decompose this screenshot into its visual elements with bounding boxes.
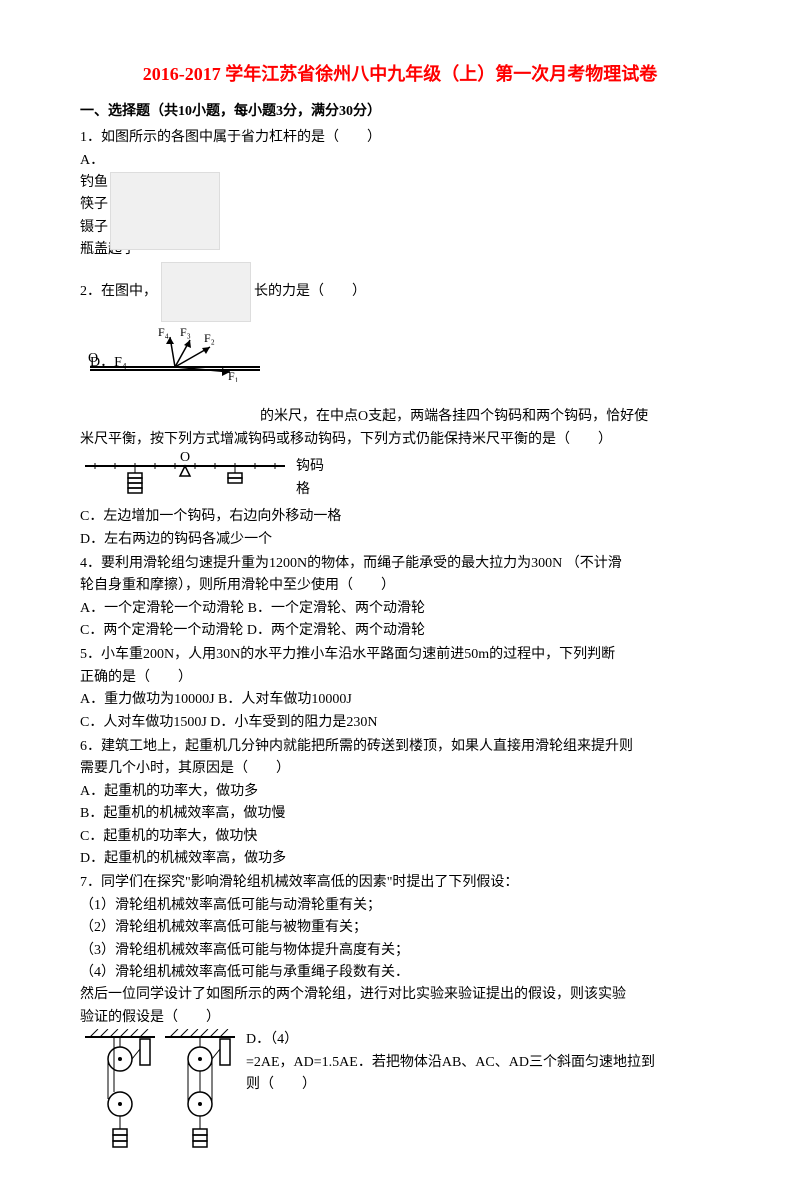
q3-label-b: 格 (296, 479, 324, 501)
q2-force-diagram: O F₄ F₃ F₂ F₁ D．F₄ (80, 322, 720, 404)
q4-stem1: 4．要利用滑轮组匀速提升重为1200N的物体，而绳子能承受的最大拉力为300N … (80, 553, 720, 575)
q3-label-a: 钩码 (296, 456, 324, 478)
q4-AB: A．一个定滑轮一个动滑轮 B．一个定滑轮、两个动滑轮 (80, 598, 720, 620)
q7-tail1: 然后一位同学设计了如图所示的两个滑轮组，进行对比实验来验证提出的假设，则该实验 (80, 984, 720, 1006)
q3-stem1: 的米尺，在中点O支起，两端各挂四个钩码和两个钩码，恰好使 (80, 406, 720, 428)
question-3: 的米尺，在中点O支起，两端各挂四个钩码和两个钩码，恰好使 米尺平衡，按下列方式增… (80, 406, 720, 551)
q3-C: C．左边增加一个钩码，右边向外移动一格 (80, 506, 720, 528)
pulley-diagram-1 (80, 1029, 160, 1159)
q7-stem: 7．同学们在探究"影响滑轮组机械效率高低的因素"时提出了下列假设： (80, 872, 720, 894)
q3-balance-diagram: O 钩码 格 (80, 451, 720, 506)
q1-stem: 1．如图所示的各图中属于省力杠杆的是（ ） (80, 127, 720, 149)
q3-stem2: 米尺平衡，按下列方式增减钩码或移动钩码，下列方式仍能保持米尺平衡的是（ ） (80, 429, 720, 451)
q7-tail2: 验证的假设是（ ） (80, 1007, 720, 1029)
section-header: 一、选择题（共10小题，每小题3分，满分30分） (80, 101, 720, 123)
svg-text:F₄: F₄ (158, 325, 169, 339)
q1-A: A． (80, 150, 720, 172)
question-4: 4．要利用滑轮组匀速提升重为1200N的物体，而绳子能承受的最大拉力为300N … (80, 553, 720, 643)
q3-D: D．左右两边的钩码各减少一个 (80, 529, 720, 551)
q7-D: D．（4） (246, 1029, 655, 1051)
q1-tool-image (110, 172, 220, 250)
q2-stem-prefix: 2．在图中， (80, 284, 157, 299)
q2-D: D．F₄ (90, 355, 127, 370)
q6-stem1: 6．建筑工地上，起重机几分钟内就能把所需的砖送到楼顶，如果人直接用滑轮组来提升则 (80, 736, 720, 758)
question-2: 2．在图中， 长的力是（ ） O F₄ F₃ F₂ F₁ D．F₄ (80, 262, 720, 404)
pulley-diagram-2 (160, 1029, 240, 1159)
q5-stem1: 5．小车重200N，人用30N的水平力推小车沿水平路面匀速前进50m的过程中，下… (80, 644, 720, 666)
svg-text:F₁: F₁ (228, 369, 239, 382)
question-7: 7．同学们在探究"影响滑轮组机械效率高低的因素"时提出了下列假设： （1）滑轮组… (80, 872, 720, 1159)
q6-B: B．起重机的机械效率高，做功慢 (80, 803, 720, 825)
q5-AB: A．重力做功为10000J B．人对车做功10000J (80, 689, 720, 711)
q5-CD: C．人对车做功1500J D．小车受到的阻力是230N (80, 712, 720, 734)
q7-pulley-diagram-row: D．（4） =2AE，AD=1.5AE．若把物体沿AB、AC、AD三个斜面匀速地… (80, 1029, 720, 1159)
question-5: 5．小车重200N，人用30N的水平力推小车沿水平路面匀速前进50m的过程中，下… (80, 644, 720, 734)
svg-text:O: O (180, 451, 190, 465)
q4-stem2: 轮自身重和摩擦），则所用滑轮中至少使用（ ） (80, 575, 720, 597)
q5-stem2: 正确的是（ ） (80, 667, 720, 689)
q8-line1: =2AE，AD=1.5AE．若把物体沿AB、AC、AD三个斜面匀速地拉到 (246, 1052, 655, 1074)
q2-stem: 2．在图中， 长的力是（ ） (80, 262, 720, 322)
q6-stem2: 需要几个小时，其原因是（ ） (80, 758, 720, 780)
question-1: 1．如图所示的各图中属于省力杠杆的是（ ） A． 钓鱼 筷子 镊子 瓶盖起子 (80, 127, 720, 260)
q2-inline-image (161, 262, 251, 322)
q7-h3: （3）滑轮组机械效率高低可能与物体提升高度有关； (80, 940, 720, 962)
q6-D: D．起重机的机械效率高，做功多 (80, 848, 720, 870)
question-6: 6．建筑工地上，起重机几分钟内就能把所需的砖送到楼顶，如果人直接用滑轮组来提升则… (80, 736, 720, 870)
q2-stem-suffix: 长的力是（ ） (254, 284, 366, 299)
svg-text:F₃: F₃ (180, 325, 191, 339)
q8-line2: 则（ ） (246, 1074, 655, 1096)
q1-images-row: 钓鱼 筷子 镊子 瓶盖起子 (80, 172, 720, 260)
q7-h2: （2）滑轮组机械效率高低可能与被物重有关； (80, 917, 720, 939)
exam-title: 2016-2017 学年江苏省徐州八中九年级（上）第一次月考物理试卷 (80, 60, 720, 89)
svg-text:F₂: F₂ (204, 331, 215, 345)
q6-C: C．起重机的功率大，做功快 (80, 826, 720, 848)
q6-A: A．起重机的功率大，做功多 (80, 781, 720, 803)
q7-h1: （1）滑轮组机械效率高低可能与动滑轮重有关； (80, 895, 720, 917)
q7-h4: （4）滑轮组机械效率高低可能与承重绳子段数有关． (80, 962, 720, 984)
q4-CD: C．两个定滑轮一个动滑轮 D．两个定滑轮、两个动滑轮 (80, 620, 720, 642)
